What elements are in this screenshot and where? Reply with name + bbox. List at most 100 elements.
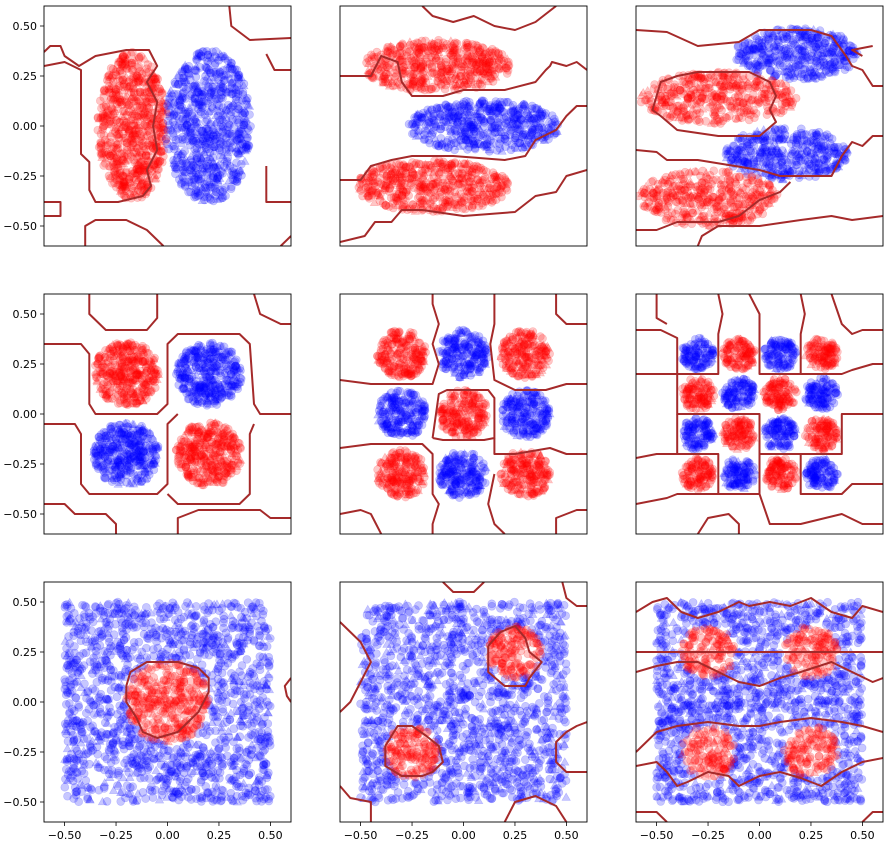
- data-point: [495, 64, 504, 74]
- data-point: [195, 49, 204, 59]
- data-point: [166, 125, 175, 135]
- data-point: [178, 123, 187, 133]
- data-point: [118, 59, 128, 68]
- data-point: [228, 175, 238, 184]
- data-point: [774, 133, 783, 142]
- data-point: [116, 97, 125, 107]
- data-point: [100, 159, 110, 168]
- data-point: [175, 95, 184, 105]
- data-point: [136, 181, 146, 191]
- data-point: [202, 138, 211, 148]
- data-point: [194, 100, 204, 110]
- data-point: [741, 93, 751, 102]
- data-point: [138, 127, 148, 136]
- data-point: [196, 176, 205, 186]
- data-point: [122, 118, 131, 128]
- data-point: [216, 79, 226, 89]
- data-point: [242, 99, 251, 109]
- data-point: [190, 133, 199, 143]
- data-point: [201, 133, 211, 143]
- data-point: [143, 98, 152, 107]
- data-point: [194, 99, 204, 108]
- data-point: [149, 374, 158, 384]
- data-point: [201, 143, 211, 152]
- data-point: [434, 44, 443, 53]
- data-point: [206, 129, 215, 139]
- data-point: [199, 163, 208, 173]
- data-point: [176, 151, 186, 160]
- data-point: [106, 116, 115, 125]
- data-point: [170, 160, 179, 170]
- data-point: [191, 185, 201, 195]
- data-point: [490, 123, 500, 132]
- data-point: [137, 73, 146, 83]
- data-point: [179, 88, 188, 97]
- data-point: [107, 104, 116, 113]
- data-point: [129, 79, 139, 89]
- data-point: [233, 89, 243, 99]
- data-point: [418, 61, 428, 70]
- data-point: [226, 111, 235, 120]
- data-point: [194, 172, 203, 182]
- data-point: [716, 94, 726, 104]
- data-point: [208, 131, 218, 140]
- data-point: [123, 124, 134, 134]
- data-point: [677, 195, 687, 205]
- data-point: [111, 159, 121, 169]
- data-point: [695, 117, 704, 127]
- data-point: [132, 71, 142, 81]
- data-point: [106, 128, 116, 137]
- data-point: [170, 120, 179, 130]
- data-point: [101, 147, 110, 157]
- data-point: [417, 84, 426, 94]
- data-point: [191, 119, 202, 129]
- data-point: [228, 101, 238, 110]
- data-point: [805, 40, 815, 50]
- data-point: [241, 118, 250, 127]
- data-point: [481, 61, 491, 70]
- data-point: [131, 96, 141, 106]
- data-point: [445, 186, 455, 196]
- data-point: [667, 171, 677, 180]
- data-point: [170, 100, 181, 109]
- data-point: [234, 118, 243, 128]
- data-point: [169, 158, 179, 167]
- data-point: [107, 94, 116, 103]
- data-point: [187, 172, 196, 181]
- data-point: [240, 116, 249, 125]
- data-point: [212, 106, 222, 115]
- data-point: [204, 164, 214, 174]
- data-point: [117, 59, 126, 69]
- data-point: [202, 56, 212, 65]
- data-point: [141, 146, 151, 155]
- data-point: [788, 63, 797, 73]
- data-point: [131, 147, 140, 157]
- data-point: [209, 68, 218, 77]
- data-point: [461, 135, 471, 145]
- data-point: [116, 57, 125, 67]
- data-point: [115, 81, 124, 91]
- data-point: [369, 52, 380, 61]
- data-point: [99, 148, 109, 158]
- data-point: [168, 117, 178, 127]
- data-point: [397, 178, 406, 187]
- data-point: [210, 125, 220, 135]
- data-point: [127, 104, 137, 114]
- data-point: [192, 127, 203, 137]
- data-point: [216, 191, 226, 200]
- data-point: [108, 93, 119, 102]
- data-point: [180, 177, 189, 187]
- data-point: [113, 130, 124, 139]
- data-point: [747, 213, 757, 222]
- data-point: [173, 89, 183, 99]
- data-point: [121, 107, 131, 116]
- data-point: [234, 150, 243, 159]
- data-point: [130, 128, 141, 138]
- data-point: [125, 377, 135, 387]
- data-point: [681, 84, 691, 93]
- data-point: [206, 182, 215, 192]
- data-point: [140, 88, 150, 98]
- data-point: [234, 133, 244, 142]
- data-point: [112, 89, 122, 98]
- data-point: [236, 141, 245, 150]
